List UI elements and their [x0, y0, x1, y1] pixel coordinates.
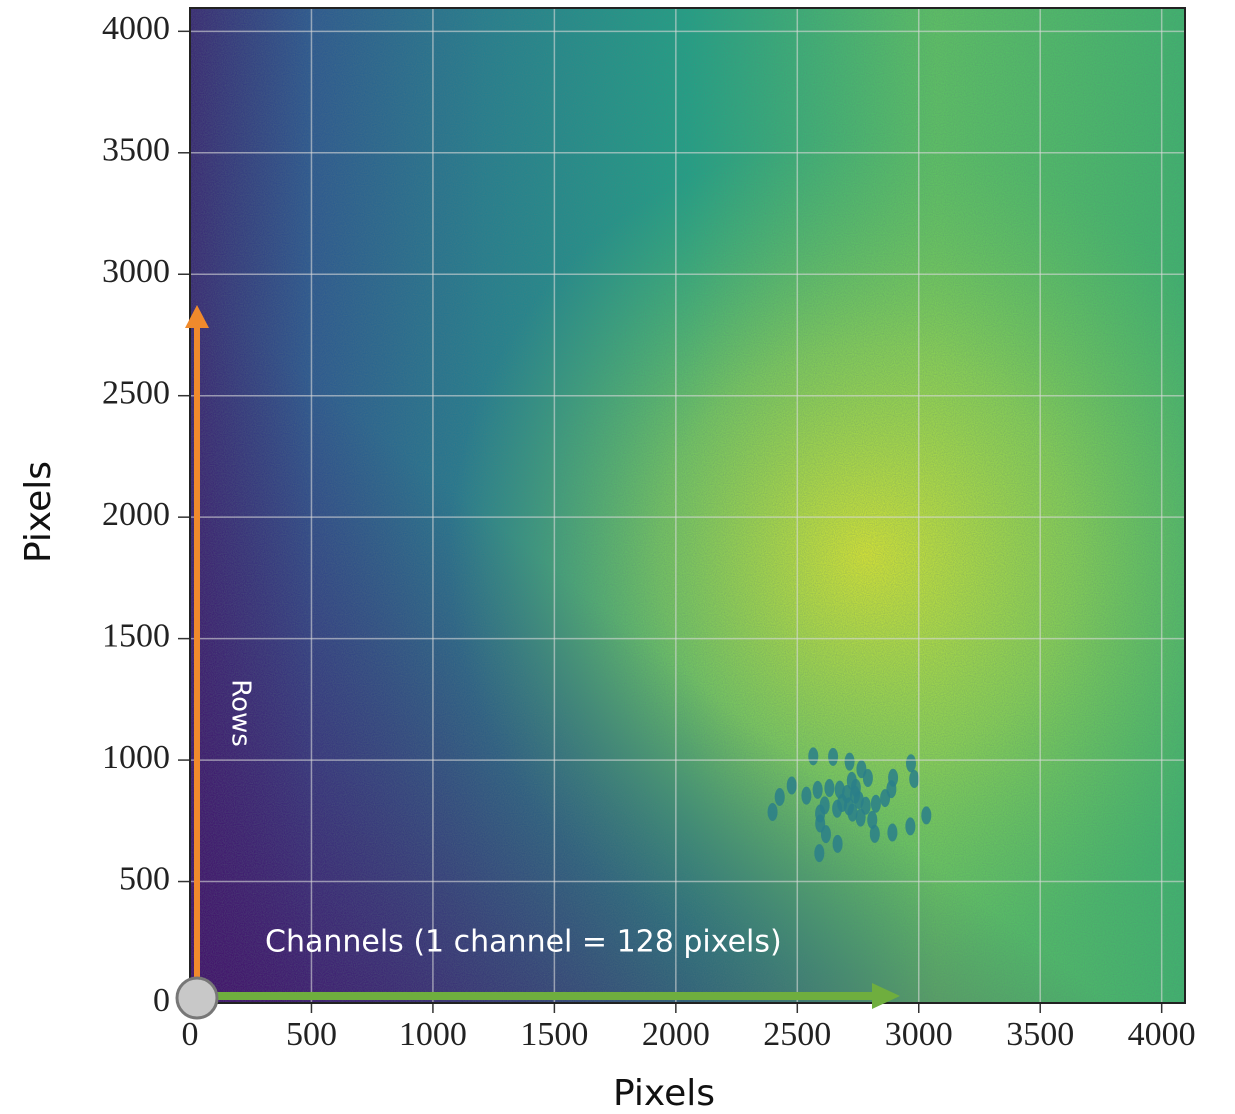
image-spot [869, 824, 880, 843]
image-spot [844, 752, 855, 771]
image-spot [867, 810, 878, 829]
x-tick-label: 1000 [399, 1016, 467, 1053]
y-tick-label: 1000 [102, 739, 170, 776]
image-spot [786, 776, 797, 795]
y-tick-label: 3500 [102, 132, 170, 169]
channels-label: Channels (1 channel = 128 pixels) [265, 925, 782, 960]
plot-area: 0 500 1000 1500 2000 2500 3000 3500 4000 0 500 1000… [102, 7, 1196, 1053]
x-tick-label: 4000 [1128, 1016, 1196, 1053]
image-spot [909, 770, 920, 789]
image-spot [832, 834, 843, 853]
image-spot [801, 786, 812, 805]
origin-marker [175, 976, 219, 1020]
image-spot [921, 806, 932, 825]
image-spot [887, 823, 898, 842]
x-tick-label: 1500 [520, 1016, 588, 1053]
x-tick-label: 500 [286, 1016, 337, 1053]
y-tick-label: 2000 [102, 496, 170, 533]
x-tick-label: 3000 [885, 1016, 953, 1053]
y-tick-label: 500 [119, 860, 170, 897]
image-spot [880, 789, 891, 808]
image-spot [819, 796, 830, 815]
rows-label: Rows [226, 679, 256, 747]
image-spot [860, 796, 871, 815]
image-spot [905, 817, 916, 836]
x-tick-label: 2500 [763, 1016, 831, 1053]
y-tick-label: 2500 [102, 374, 170, 411]
y-tick-label: 0 [153, 982, 170, 1019]
image-spot [824, 778, 835, 797]
image-spot [774, 787, 785, 806]
y-tick-label: 3000 [102, 253, 170, 290]
rows-arrow-head [185, 305, 209, 328]
x-axis-label: Pixels [613, 1073, 715, 1114]
image-spot [841, 784, 852, 803]
y-tick-label: 1500 [102, 617, 170, 654]
x-tick-label: 3500 [1006, 1016, 1074, 1053]
y-axis-label: Pixels [18, 461, 59, 563]
x-tick-label: 2000 [642, 1016, 710, 1053]
image-spot [905, 754, 916, 773]
image-spot [814, 844, 825, 863]
image-spot [767, 803, 778, 822]
y-tick-label: 4000 [102, 10, 170, 47]
image-spot [870, 794, 881, 813]
image-noise [190, 8, 1185, 1003]
image-spot [850, 785, 861, 804]
plot-frame [189, 7, 1186, 1004]
x-tick-label: 0 [182, 1016, 199, 1053]
image-spot [808, 747, 819, 766]
image-spot [828, 747, 839, 766]
image-spot [862, 768, 873, 787]
annotation-layer: Rows Channels (1 channel = 128 pixels) P… [18, 305, 900, 1114]
image-spot [812, 780, 823, 799]
channels-arrow-head [872, 983, 900, 1009]
